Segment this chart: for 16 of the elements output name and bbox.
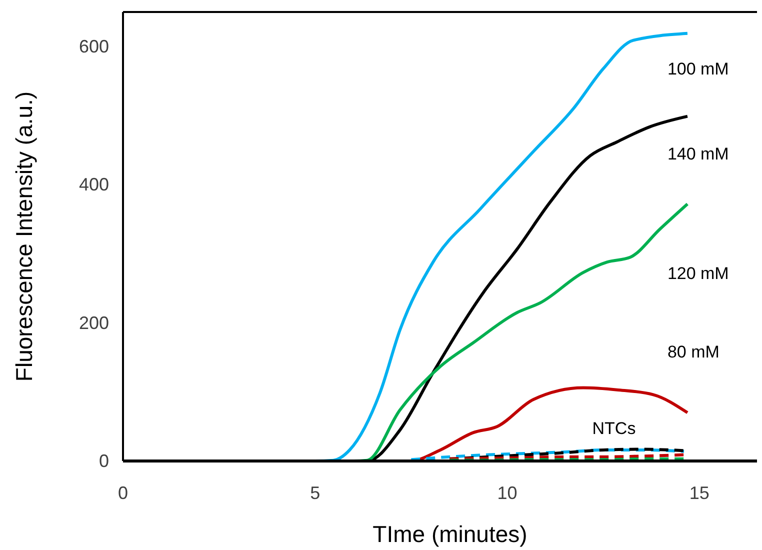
series-label: 120 mM <box>667 264 729 284</box>
series-label: 100 mM <box>667 59 729 78</box>
text: 80 mM <box>667 342 720 362</box>
annotation: NTCs <box>592 419 636 438</box>
y-tick-label: 0 <box>98 451 109 471</box>
y-tick-label: 200 <box>78 312 109 333</box>
series-label: 140 mM <box>667 144 729 164</box>
x-tick-label: 0 <box>118 483 128 503</box>
y-tick-label: 400 <box>78 174 109 195</box>
line-series <box>410 448 686 462</box>
y-axis-title: Fluorescence Intensity (a.u.) <box>11 91 37 382</box>
x-tick-label: 5 <box>310 483 320 503</box>
y-tick-label: 600 <box>78 36 109 57</box>
x-tick-label: 10 <box>497 483 518 503</box>
x-tick-label: 15 <box>689 483 710 503</box>
x-axis-title: TIme (minutes) <box>372 521 528 547</box>
